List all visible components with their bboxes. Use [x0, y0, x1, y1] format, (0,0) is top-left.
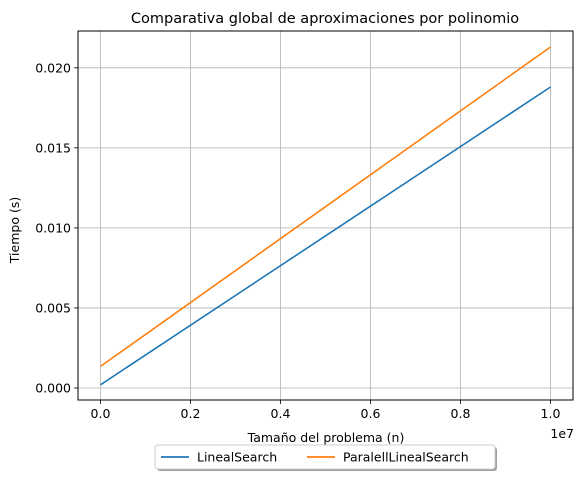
y-tick-label: 0.020 — [35, 60, 71, 75]
x-axis-offset-label: 1e7 — [550, 426, 574, 441]
series-line — [100, 46, 551, 368]
x-tick-label: 0.2 — [181, 406, 201, 421]
x-tick-label: 1.0 — [541, 406, 561, 421]
series-line — [100, 86, 551, 386]
x-axis-label: Tamaño del problema (n) — [247, 430, 405, 445]
x-tick-label: 0.4 — [271, 406, 291, 421]
y-axis: 0.000 0.005 0.010 0.015 0.020 — [35, 60, 78, 395]
y-tick-label: 0.010 — [35, 220, 71, 235]
series-lines — [100, 46, 551, 386]
legend: LinealSearch ParalellLinealSearch — [154, 444, 497, 471]
grid — [78, 31, 573, 400]
legend-label: ParalellLinealSearch — [343, 450, 469, 465]
y-axis-label: Tiempo (s) — [7, 197, 22, 264]
legend-label: LinealSearch — [197, 450, 277, 465]
x-tick-label: 0.6 — [361, 406, 381, 421]
y-tick-label: 0.005 — [35, 300, 71, 315]
plot-frame — [77, 30, 574, 401]
y-tick-label: 0.015 — [35, 140, 71, 155]
chart-title: Comparativa global de aproximaciones por… — [131, 11, 519, 27]
x-tick-label: 0.0 — [91, 406, 111, 421]
y-tick-label: 0.000 — [35, 380, 71, 395]
x-tick-label: 0.8 — [451, 406, 471, 421]
x-axis: 0.0 0.2 0.4 0.6 0.8 1.0 — [91, 400, 561, 421]
